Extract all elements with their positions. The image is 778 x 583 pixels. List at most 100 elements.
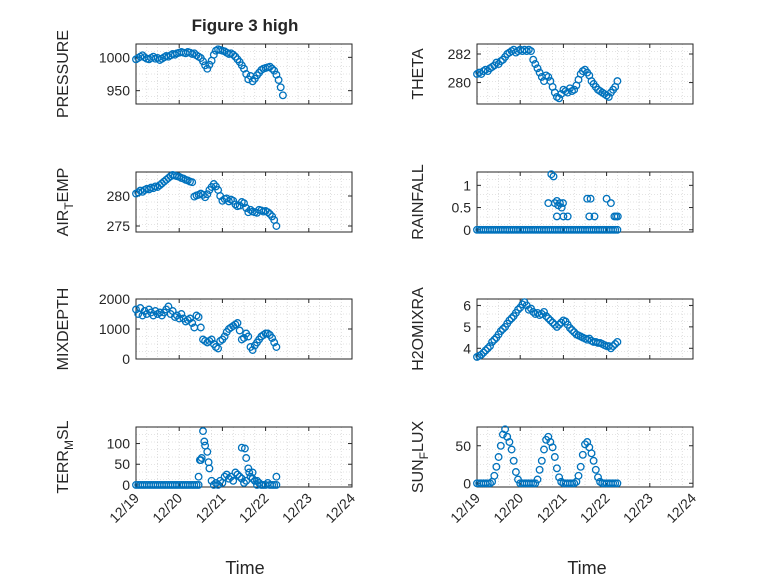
data-point xyxy=(540,445,548,454)
data-point xyxy=(209,480,218,489)
x-tick-label: 12/23 xyxy=(620,490,656,526)
data-point xyxy=(540,307,548,316)
data-point xyxy=(552,464,561,473)
data-point xyxy=(557,203,566,212)
data-point xyxy=(274,76,283,84)
y-tick-label: 0 xyxy=(463,222,471,238)
data-point xyxy=(270,338,279,347)
data-point xyxy=(199,57,207,66)
data-point xyxy=(164,302,173,311)
data-point xyxy=(507,445,516,454)
data-point xyxy=(498,325,507,333)
x-tick-label: 12/21 xyxy=(533,490,569,526)
axes-box xyxy=(135,426,353,488)
data-point xyxy=(132,305,140,314)
data-point xyxy=(514,475,522,484)
panel-pressure: 950 1000 PRESSURE xyxy=(55,30,353,118)
data-point xyxy=(611,340,620,348)
x-tick-label: 12/20 xyxy=(490,490,526,526)
panel-terr-msl: 12/19 12/20 12/21 12/22 12/23 12/24 0 50 100 TERR… xyxy=(55,420,358,526)
data-point xyxy=(559,199,567,208)
data-point xyxy=(222,470,231,479)
y-tick-label: 100 xyxy=(107,436,131,452)
y-axis-label: H2OMIXRA xyxy=(410,287,427,371)
data-point xyxy=(537,456,546,465)
data-point xyxy=(550,453,559,461)
axes-box xyxy=(476,298,694,360)
data-point xyxy=(583,194,592,203)
data-point xyxy=(533,475,542,484)
data-point xyxy=(544,199,553,208)
data-point xyxy=(276,83,285,92)
data-point xyxy=(244,464,253,473)
data-point xyxy=(244,332,253,341)
y-tick-label: 1000 xyxy=(99,49,130,65)
data-point xyxy=(265,62,274,71)
data-point xyxy=(604,92,613,101)
data-point xyxy=(268,334,277,342)
data-point xyxy=(233,470,242,479)
data-point xyxy=(209,180,218,188)
data-point xyxy=(533,64,542,73)
x-tick-label: 12/24 xyxy=(322,490,358,526)
y-tick-label: 280 xyxy=(448,75,472,91)
data-point xyxy=(531,479,540,488)
y-axis-label: RAINFALL xyxy=(410,164,427,240)
data-point xyxy=(511,468,520,476)
x-tick-label: 12/22 xyxy=(577,490,613,526)
y-tick-label: 5 xyxy=(463,319,471,335)
data-point xyxy=(505,316,514,325)
data-point xyxy=(237,443,246,452)
data-point xyxy=(527,479,535,488)
data-point xyxy=(220,332,229,341)
data-point xyxy=(194,480,203,489)
data-point xyxy=(492,462,501,471)
data-point xyxy=(214,480,223,489)
data-point xyxy=(544,72,553,81)
data-point xyxy=(263,329,272,338)
y-axis-label: AIRTEMP xyxy=(55,168,76,237)
data-point xyxy=(546,316,555,325)
data-point xyxy=(197,454,206,462)
data-point xyxy=(490,335,499,344)
data-point xyxy=(555,199,564,208)
data-point xyxy=(272,472,281,481)
x-tick-label: 12/24 xyxy=(663,490,699,526)
y-tick-label: 0 xyxy=(463,475,471,491)
data-point xyxy=(248,474,257,483)
data-point xyxy=(145,185,153,194)
data-point xyxy=(138,311,147,320)
data-point xyxy=(214,344,223,353)
data-point xyxy=(477,350,486,359)
data-point xyxy=(594,473,602,482)
data-point xyxy=(242,204,251,212)
data-point xyxy=(552,212,561,221)
data-point xyxy=(483,344,492,353)
data-point xyxy=(188,178,197,187)
data-point xyxy=(235,472,244,481)
data-point xyxy=(224,474,233,483)
data-point xyxy=(535,68,544,77)
data-point xyxy=(568,479,576,488)
data-point xyxy=(205,464,214,473)
data-point xyxy=(548,443,557,452)
data-point xyxy=(602,194,611,203)
data-point xyxy=(552,322,561,331)
data-point xyxy=(272,480,281,489)
axes-box xyxy=(476,43,694,105)
data-point xyxy=(149,52,158,61)
data-point xyxy=(527,47,535,56)
data-point xyxy=(496,441,505,450)
data-point xyxy=(240,199,248,208)
data-point xyxy=(216,476,225,485)
data-point xyxy=(514,305,522,314)
y-tick-label: 950 xyxy=(107,83,131,99)
data-point xyxy=(237,474,246,483)
data-point xyxy=(549,172,558,181)
data-point xyxy=(563,88,572,97)
data-point xyxy=(177,310,186,318)
y-tick-label: 275 xyxy=(107,218,131,234)
y-tick-label: 280 xyxy=(107,188,131,204)
data-point xyxy=(203,64,212,73)
